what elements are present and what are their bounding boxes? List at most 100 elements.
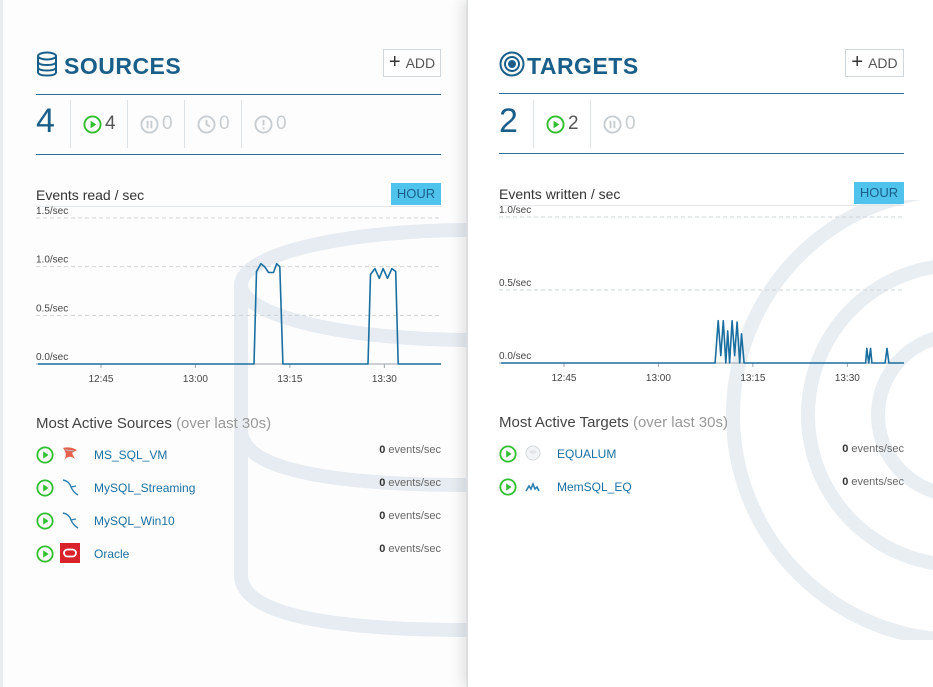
sources-list-subtitle: (over last 30s) bbox=[176, 415, 272, 432]
x-tick-label: 13:00 bbox=[183, 374, 208, 385]
mysql-icon bbox=[62, 512, 79, 529]
add-source-button[interactable]: + ADD bbox=[383, 49, 441, 77]
targets-chart-title: Events written / sec bbox=[499, 186, 621, 202]
pause-circle-icon bbox=[140, 114, 159, 134]
targets-total-count: 2 bbox=[499, 102, 518, 140]
source-name-link[interactable]: MySQL_Streaming bbox=[94, 481, 196, 495]
list-item[interactable]: MySQL_Win10 0 events/sec bbox=[36, 510, 441, 534]
plus-icon: + bbox=[388, 51, 401, 73]
stats-divider bbox=[36, 154, 441, 155]
series-line bbox=[38, 262, 441, 365]
rate-unit: events/sec bbox=[388, 444, 441, 456]
rate-unit: events/sec bbox=[388, 477, 441, 489]
list-item[interactable]: Oracle 0 events/sec bbox=[36, 543, 441, 567]
targets-running-count: 2 bbox=[568, 113, 579, 134]
sources-error-filter[interactable]: 0 bbox=[241, 100, 298, 148]
sources-title: SOURCES bbox=[64, 53, 182, 79]
play-circle-icon[interactable] bbox=[36, 479, 54, 497]
add-target-label: ADD bbox=[868, 55, 898, 71]
rate-value: 0 bbox=[379, 444, 386, 456]
sources-chart-header: Events read / sec HOUR bbox=[36, 183, 441, 207]
rate-value: 0 bbox=[842, 476, 849, 488]
play-circle-icon[interactable] bbox=[499, 478, 517, 496]
x-tick-label: 12:45 bbox=[551, 373, 576, 384]
rate-unit: events/sec bbox=[851, 476, 904, 488]
target-rate: 0 events/sec bbox=[842, 476, 904, 488]
target-name-link[interactable]: EQUALUM bbox=[557, 447, 617, 461]
sources-running-count: 4 bbox=[105, 113, 116, 134]
y-tick-label: 0.0/sec bbox=[36, 352, 68, 363]
targets-running-filter[interactable]: 2 bbox=[533, 100, 590, 148]
targets-hour-button[interactable]: HOUR bbox=[854, 182, 904, 204]
rate-value: 0 bbox=[842, 443, 849, 455]
sources-error-count: 0 bbox=[276, 113, 287, 134]
sources-list-heading: Most Active Sources bbox=[36, 415, 172, 432]
add-source-label: ADD bbox=[405, 55, 436, 71]
targets-status-row: 2 2 0 bbox=[499, 96, 904, 154]
sources-chart-title: Events read / sec bbox=[36, 187, 145, 203]
targets-paused-filter[interactable]: 0 bbox=[590, 100, 647, 148]
source-name-link[interactable]: Oracle bbox=[94, 547, 130, 561]
list-item[interactable]: MemSQL_EQ 0 events/sec bbox=[499, 476, 904, 500]
y-tick-label: 1.0/sec bbox=[36, 255, 68, 266]
sources-pending-filter[interactable]: 0 bbox=[184, 100, 241, 148]
targets-title: TARGETS bbox=[527, 53, 639, 79]
equalum-icon bbox=[525, 445, 541, 461]
targets-list-title: Most Active Targets (over last 30s) bbox=[499, 414, 728, 431]
sources-paused-count: 0 bbox=[162, 113, 173, 134]
header-divider bbox=[36, 94, 441, 95]
play-circle-icon bbox=[546, 114, 565, 134]
source-name-link[interactable]: MS_SQL_VM bbox=[94, 448, 168, 462]
targets-list-subtitle: (over last 30s) bbox=[632, 414, 728, 431]
sources-status-row: 4 4 0 0 0 bbox=[36, 96, 441, 154]
source-rate: 0 events/sec bbox=[379, 543, 441, 555]
rate-unit: events/sec bbox=[388, 543, 441, 555]
sources-header: SOURCES + ADD bbox=[36, 47, 441, 87]
source-rate: 0 events/sec bbox=[379, 444, 441, 456]
rate-unit: events/sec bbox=[851, 443, 904, 455]
x-tick-label: 13:30 bbox=[835, 373, 860, 384]
mssql-icon bbox=[63, 447, 77, 460]
source-rate: 0 events/sec bbox=[379, 477, 441, 489]
pause-circle-icon bbox=[603, 114, 622, 134]
target-rate: 0 events/sec bbox=[842, 443, 904, 455]
target-icon bbox=[499, 51, 525, 77]
header-divider bbox=[499, 93, 904, 94]
list-item[interactable]: MS_SQL_VM 0 events/sec bbox=[36, 444, 441, 468]
targets-panel: TARGETS + ADD 2 2 0 Events written / sec… bbox=[467, 0, 933, 687]
targets-paused-count: 0 bbox=[625, 113, 636, 134]
list-item[interactable]: EQUALUM 0 events/sec bbox=[499, 443, 904, 467]
sources-list-title: Most Active Sources (over last 30s) bbox=[36, 415, 271, 432]
rate-value: 0 bbox=[379, 477, 386, 489]
rate-value: 0 bbox=[379, 543, 386, 555]
events-written-chart: 0.0/sec 0.5/sec 1.0/sec 12:45 13:00 13:15 13:3… bbox=[499, 205, 904, 384]
clock-icon bbox=[197, 114, 216, 134]
sources-total-count: 4 bbox=[36, 102, 55, 140]
target-name-link[interactable]: MemSQL_EQ bbox=[557, 480, 632, 494]
source-rate: 0 events/sec bbox=[379, 510, 441, 522]
alert-circle-icon bbox=[254, 114, 273, 134]
sources-panel: SOURCES + ADD 4 4 0 0 0 Events read / se… bbox=[0, 0, 466, 687]
x-tick-label: 13:00 bbox=[646, 373, 671, 384]
targets-chart-header: Events written / sec HOUR bbox=[499, 182, 904, 206]
play-circle-icon[interactable] bbox=[36, 446, 54, 464]
sources-running-filter[interactable]: 4 bbox=[70, 100, 127, 148]
series-line bbox=[501, 319, 904, 364]
sources-hour-button[interactable]: HOUR bbox=[391, 183, 441, 205]
add-target-button[interactable]: + ADD bbox=[845, 49, 904, 77]
list-item[interactable]: MySQL_Streaming 0 events/sec bbox=[36, 477, 441, 501]
sources-paused-filter[interactable]: 0 bbox=[127, 100, 184, 148]
y-tick-label: 1.5/sec bbox=[36, 206, 68, 217]
play-circle-icon[interactable] bbox=[36, 545, 54, 563]
database-icon bbox=[37, 51, 57, 77]
plus-icon: + bbox=[851, 51, 864, 73]
play-circle-icon[interactable] bbox=[36, 512, 54, 530]
mysql-icon bbox=[62, 479, 79, 496]
rate-value: 0 bbox=[379, 510, 386, 522]
x-tick-label: 13:30 bbox=[372, 374, 397, 385]
rate-unit: events/sec bbox=[388, 510, 441, 522]
sources-pending-count: 0 bbox=[219, 113, 230, 134]
play-circle-icon[interactable] bbox=[499, 445, 517, 463]
memsql-icon bbox=[525, 481, 540, 492]
source-name-link[interactable]: MySQL_Win10 bbox=[94, 514, 175, 528]
